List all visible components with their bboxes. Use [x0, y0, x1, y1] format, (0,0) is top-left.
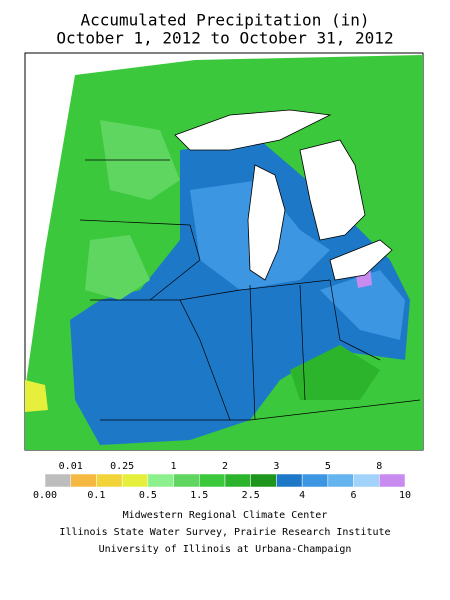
legend-swatch — [70, 473, 97, 488]
legend-label: 0.5 — [139, 490, 157, 501]
legend-swatch — [147, 473, 174, 488]
title-line: Accumulated Precipitation (in) — [81, 11, 370, 30]
legend-swatch — [224, 473, 251, 488]
legend-label: 0.00 — [33, 490, 57, 501]
map — [24, 52, 424, 451]
legend-swatch — [250, 473, 277, 488]
legend: 0.01 0.25 1 2 3 5 8 0.00 0.1 0.5 1.5 2.5 4 6 10 — [33, 461, 411, 501]
legend-label: 1.5 — [190, 490, 208, 501]
legend-label: 0.1 — [87, 490, 105, 501]
legend-label: 4 — [299, 490, 305, 501]
legend-swatch — [96, 473, 123, 488]
legend-swatch — [173, 473, 200, 488]
legend-label: 8 — [376, 461, 382, 472]
credit-line: University of Illinois at Urbana-Champai… — [99, 544, 352, 555]
title-line: October 1, 2012 to October 31, 2012 — [56, 29, 393, 48]
legend-label: 2 — [222, 461, 228, 472]
legend-swatch — [327, 473, 354, 488]
legend-swatch — [44, 473, 71, 488]
legend-label: 0.25 — [110, 461, 134, 472]
legend-swatch — [199, 473, 226, 488]
legend-swatch — [379, 473, 406, 488]
credit-line: Midwestern Regional Climate Center — [123, 510, 328, 521]
legend-swatch — [121, 473, 149, 488]
legend-swatch — [353, 473, 380, 488]
legend-label: 0.01 — [59, 461, 83, 472]
legend-swatch — [276, 473, 303, 488]
credit-line: Illinois State Water Survey, Prairie Res… — [59, 527, 390, 538]
legend-label: 5 — [325, 461, 331, 472]
legend-swatch — [301, 473, 329, 488]
legend-label: 3 — [273, 461, 279, 472]
legend-label: 6 — [351, 490, 357, 501]
legend-label: 1 — [171, 461, 177, 472]
legend-label: 10 — [399, 490, 411, 501]
legend-label: 2.5 — [242, 490, 260, 501]
